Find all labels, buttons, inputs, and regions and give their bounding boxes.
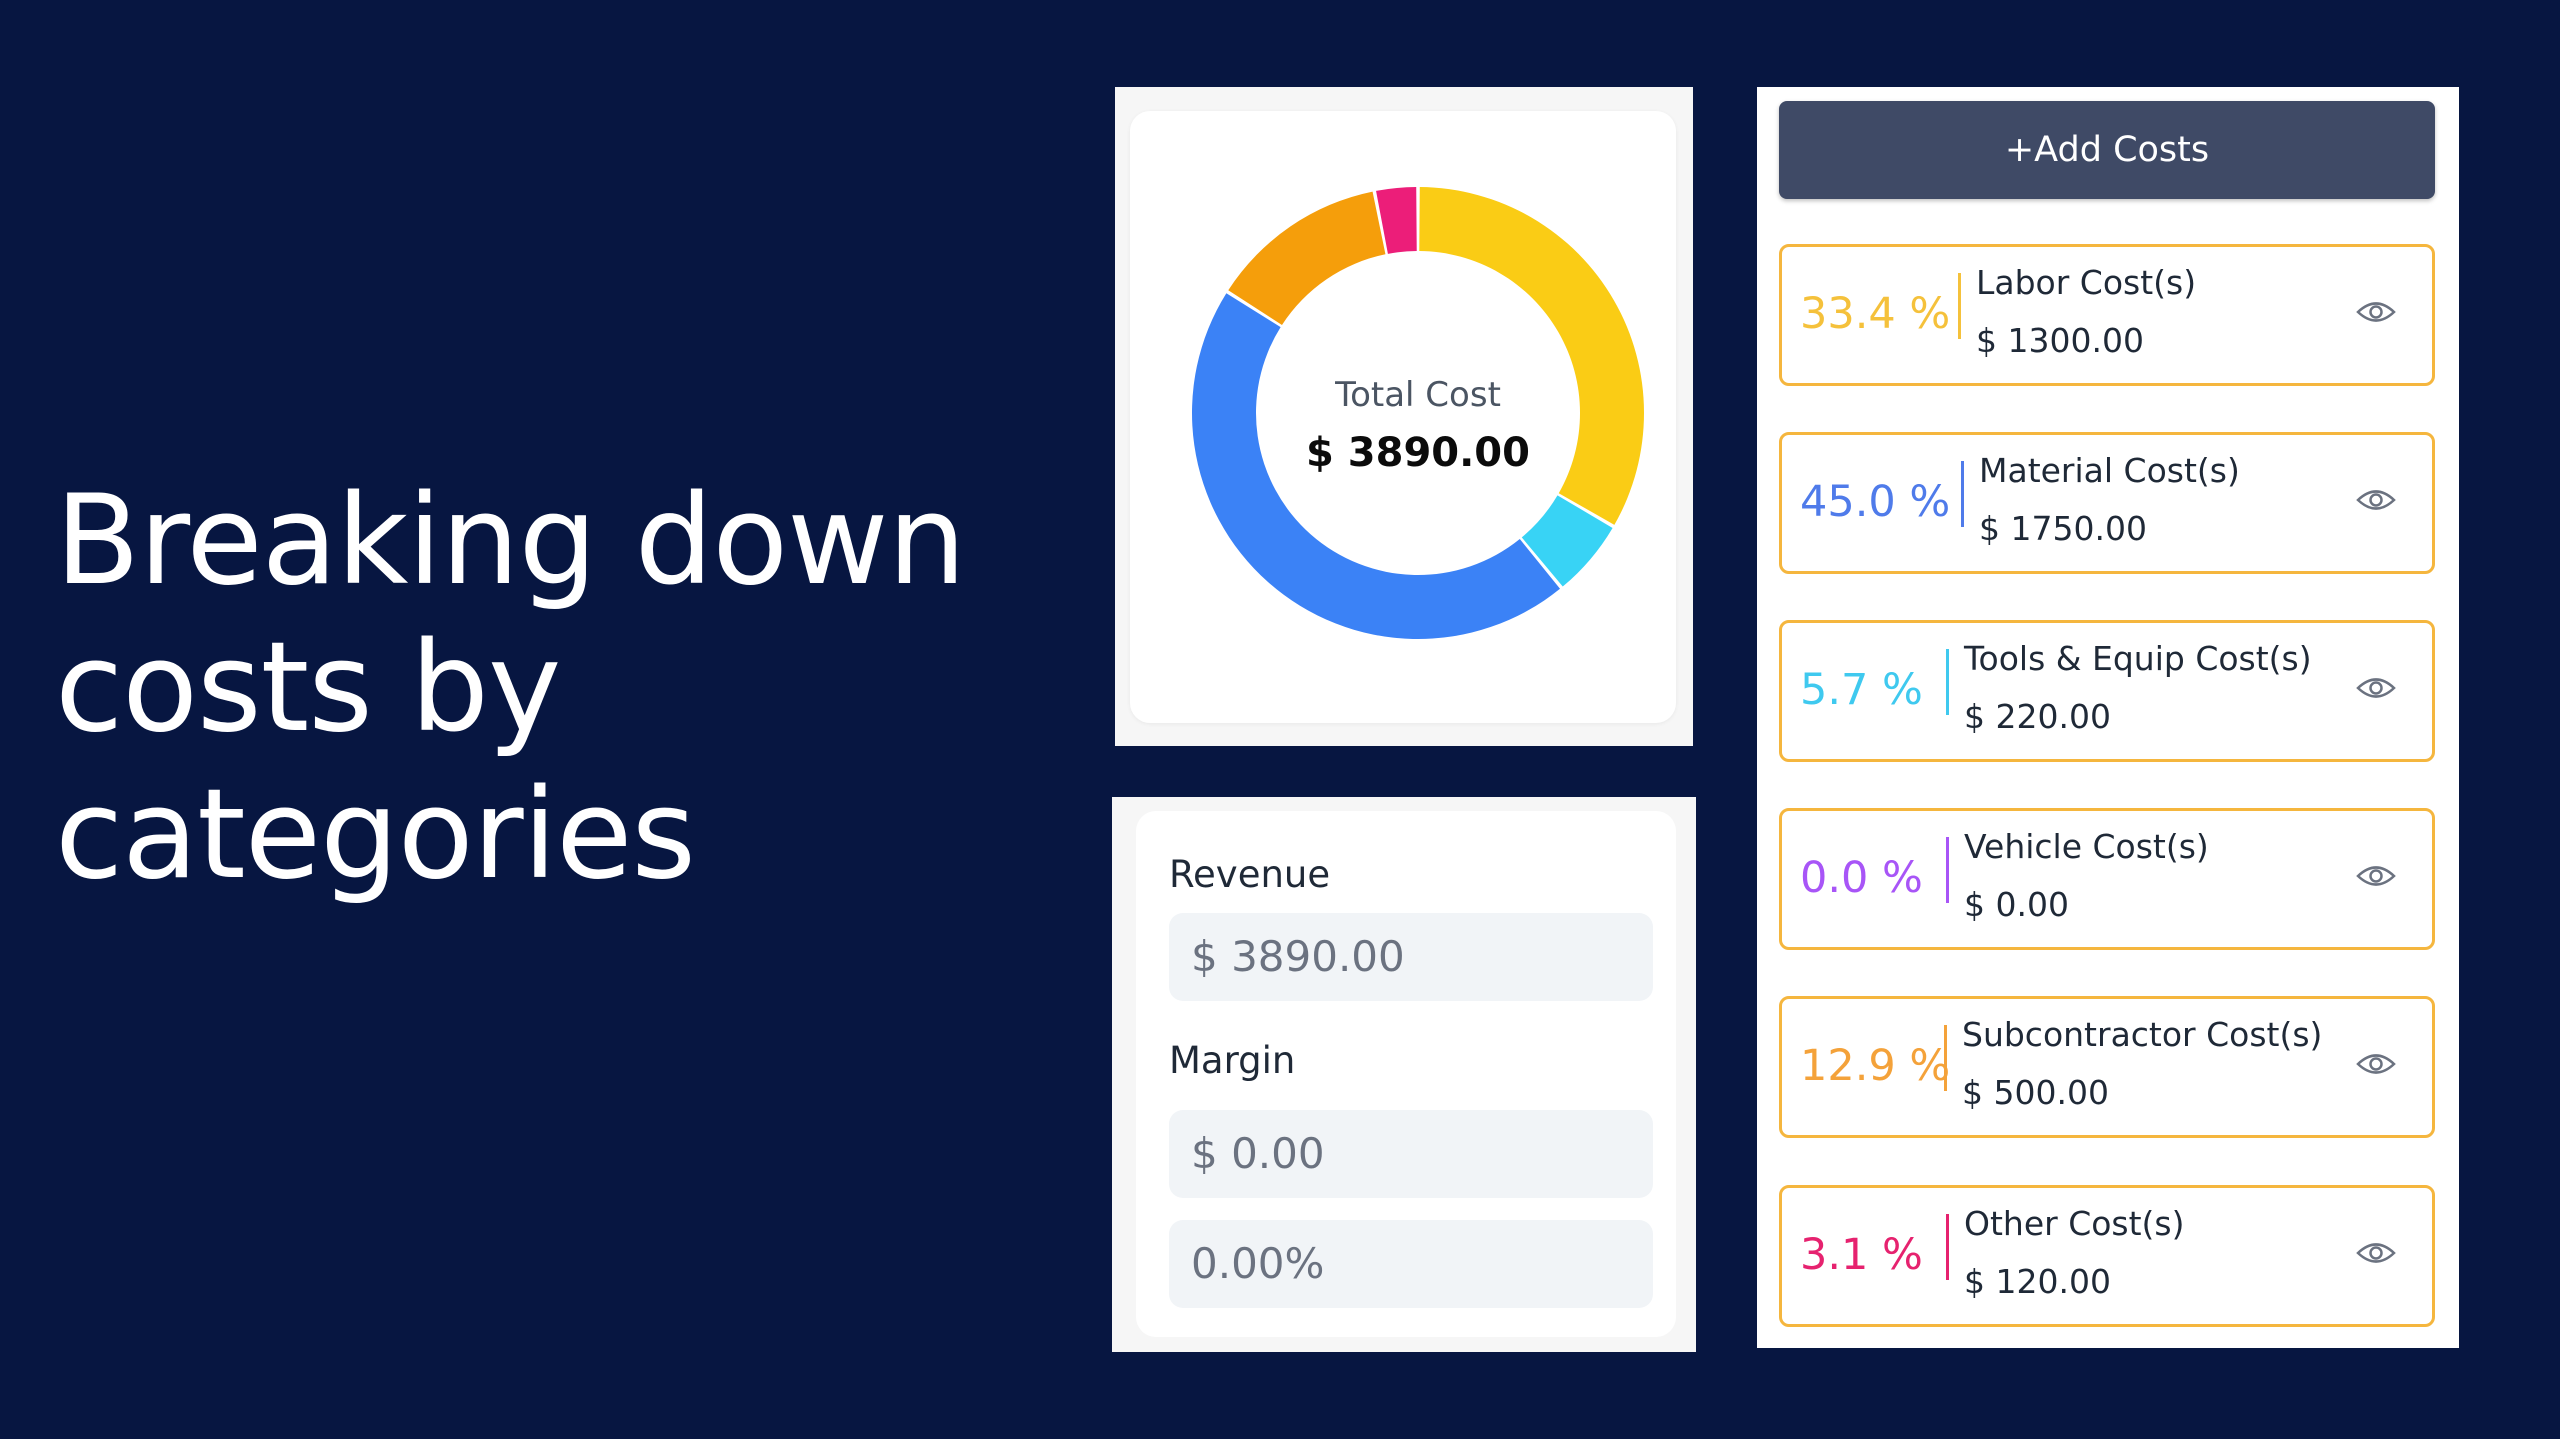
cost-chart-card: Total Cost $ 3890.00 [1130,111,1676,723]
eye-icon[interactable] [2356,861,2396,891]
donut-slice-subcontractor-cost-s[interactable] [1228,191,1386,325]
cost-item-other[interactable]: 3.1 % Other Cost(s) $ 120.00 [1779,1185,2435,1327]
headline-line-1: Breaking down [55,469,966,613]
cost-amount: $ 500.00 [1962,1073,2109,1112]
cost-chart-panel: Total Cost $ 3890.00 [1115,87,1693,746]
eye-icon[interactable] [2356,485,2396,515]
cost-divider [1958,273,1961,339]
cost-name: Vehicle Cost(s) [1964,827,2209,866]
cost-percent: 12.9 % [1800,1041,1951,1091]
cost-divider [1946,837,1949,903]
donut-center-label: Total Cost [1334,375,1501,415]
margin-label: Margin [1169,1039,1296,1082]
cost-item-vehicle[interactable]: 0.0 % Vehicle Cost(s) $ 0.00 [1779,808,2435,950]
revenue-label: Revenue [1169,853,1331,896]
donut-slices [1192,187,1644,639]
donut-slice-other-cost-s[interactable] [1376,187,1417,254]
cost-name: Labor Cost(s) [1976,263,2197,302]
cost-amount: $ 0.00 [1964,885,2069,924]
eye-icon[interactable] [2356,673,2396,703]
cost-name: Subcontractor Cost(s) [1962,1015,2323,1054]
cost-amount: $ 220.00 [1964,697,2111,736]
cost-percent: 33.4 % [1800,289,1951,339]
add-costs-button[interactable]: +Add Costs [1779,101,2435,199]
cost-amount: $ 1750.00 [1979,509,2147,548]
cost-percent: 0.0 % [1800,853,1923,903]
cost-percent: 45.0 % [1800,477,1951,527]
cost-divider [1944,1025,1947,1091]
revenue-panel: Revenue $ 3890.00 Margin $ 0.00 0.00% [1112,797,1696,1352]
revenue-field[interactable]: $ 3890.00 [1169,913,1653,1001]
margin-amount-field[interactable]: $ 0.00 [1169,1110,1653,1198]
headline: Breaking down costs by categories [55,468,1055,909]
cost-divider [1946,1214,1949,1280]
cost-percent: 3.1 % [1800,1230,1923,1280]
donut-slice-material-cost-s[interactable] [1192,293,1561,639]
cost-divider [1961,461,1964,527]
eye-icon[interactable] [2356,1238,2396,1268]
cost-name: Other Cost(s) [1964,1204,2185,1243]
headline-line-2: costs by [55,616,561,760]
costs-panel: +Add Costs 33.4 % Labor Cost(s) $ 1300.0… [1757,87,2459,1348]
revenue-card: Revenue $ 3890.00 Margin $ 0.00 0.00% [1136,811,1676,1337]
cost-item-material[interactable]: 45.0 % Material Cost(s) $ 1750.00 [1779,432,2435,574]
donut-slice-labor-cost-s[interactable] [1419,187,1644,525]
cost-amount: $ 1300.00 [1976,321,2144,360]
cost-amount: $ 120.00 [1964,1262,2111,1301]
donut-chart: Total Cost $ 3890.00 [1192,187,1644,639]
cost-divider [1946,649,1949,715]
cost-percent: 5.7 % [1800,665,1923,715]
headline-line-3: categories [55,763,696,907]
eye-icon[interactable] [2356,1049,2396,1079]
margin-percent-field[interactable]: 0.00% [1169,1220,1653,1308]
cost-name: Tools & Equip Cost(s) [1964,639,2312,678]
cost-item-labor[interactable]: 33.4 % Labor Cost(s) $ 1300.00 [1779,244,2435,386]
cost-item-subcontractor[interactable]: 12.9 % Subcontractor Cost(s) $ 500.00 [1779,996,2435,1138]
donut-center-value: $ 3890.00 [1306,430,1530,476]
donut-slice-tools-equip-cost-s[interactable] [1521,495,1613,587]
cost-name: Material Cost(s) [1979,451,2240,490]
eye-icon[interactable] [2356,297,2396,327]
cost-item-tools-equip[interactable]: 5.7 % Tools & Equip Cost(s) $ 220.00 [1779,620,2435,762]
